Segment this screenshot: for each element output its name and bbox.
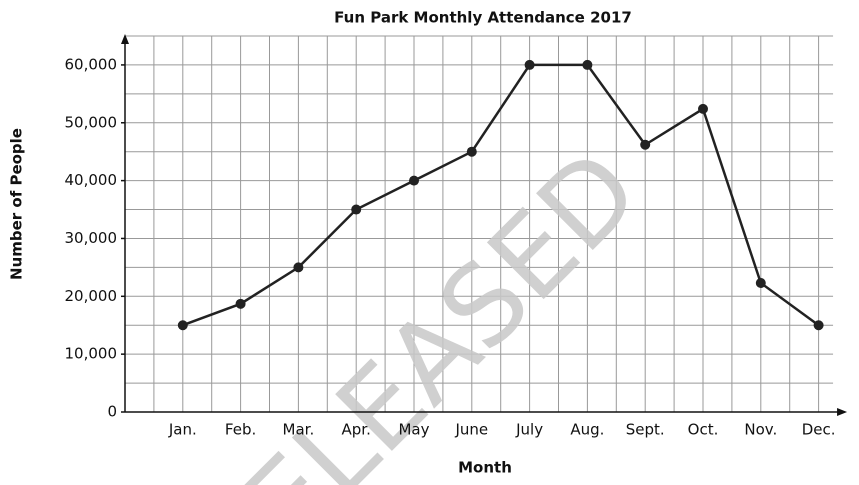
chart-title: Fun Park Monthly Attendance 2017 (334, 9, 632, 27)
x-tick-label: Oct. (688, 421, 719, 439)
y-tick-label: 10,000 (65, 345, 118, 363)
y-tick-label: 50,000 (65, 113, 118, 131)
x-tick-label: June (454, 421, 488, 439)
point (813, 320, 824, 331)
point (640, 139, 651, 150)
y-axis-label: Number of People (8, 128, 26, 280)
point (293, 262, 304, 273)
y-tick-label: 40,000 (65, 171, 118, 189)
y-tick-label: 30,000 (65, 229, 118, 247)
point (698, 103, 708, 114)
y-tick-label: 20,000 (65, 287, 118, 305)
point (409, 175, 419, 186)
x-tick-label: Aug. (570, 421, 604, 439)
x-tick-label: Feb. (225, 421, 256, 439)
line (182, 63, 820, 327)
point (755, 278, 766, 289)
point (524, 59, 535, 70)
point (466, 146, 477, 157)
x-tick-label: Jan. (168, 421, 197, 439)
x-axis-label: Month (458, 459, 512, 477)
y-tick-label: 0 (107, 403, 117, 421)
y-tick-label: 60,000 (65, 55, 118, 73)
x-tick-label: Apr. (342, 421, 371, 439)
x-tick-label: Dec. (802, 421, 836, 439)
point (582, 59, 593, 70)
x-tick-label: May (398, 421, 429, 439)
x-tick-label: Mar. (283, 421, 315, 439)
point (351, 204, 362, 215)
x-axis-arrow (837, 408, 848, 416)
x-tick-label: Nov. (744, 421, 777, 439)
x-tick-label: July (515, 421, 543, 439)
point (177, 320, 188, 331)
x-tick-label: Sept. (626, 421, 665, 439)
point (235, 298, 246, 309)
y-axis-arrow (121, 34, 129, 44)
